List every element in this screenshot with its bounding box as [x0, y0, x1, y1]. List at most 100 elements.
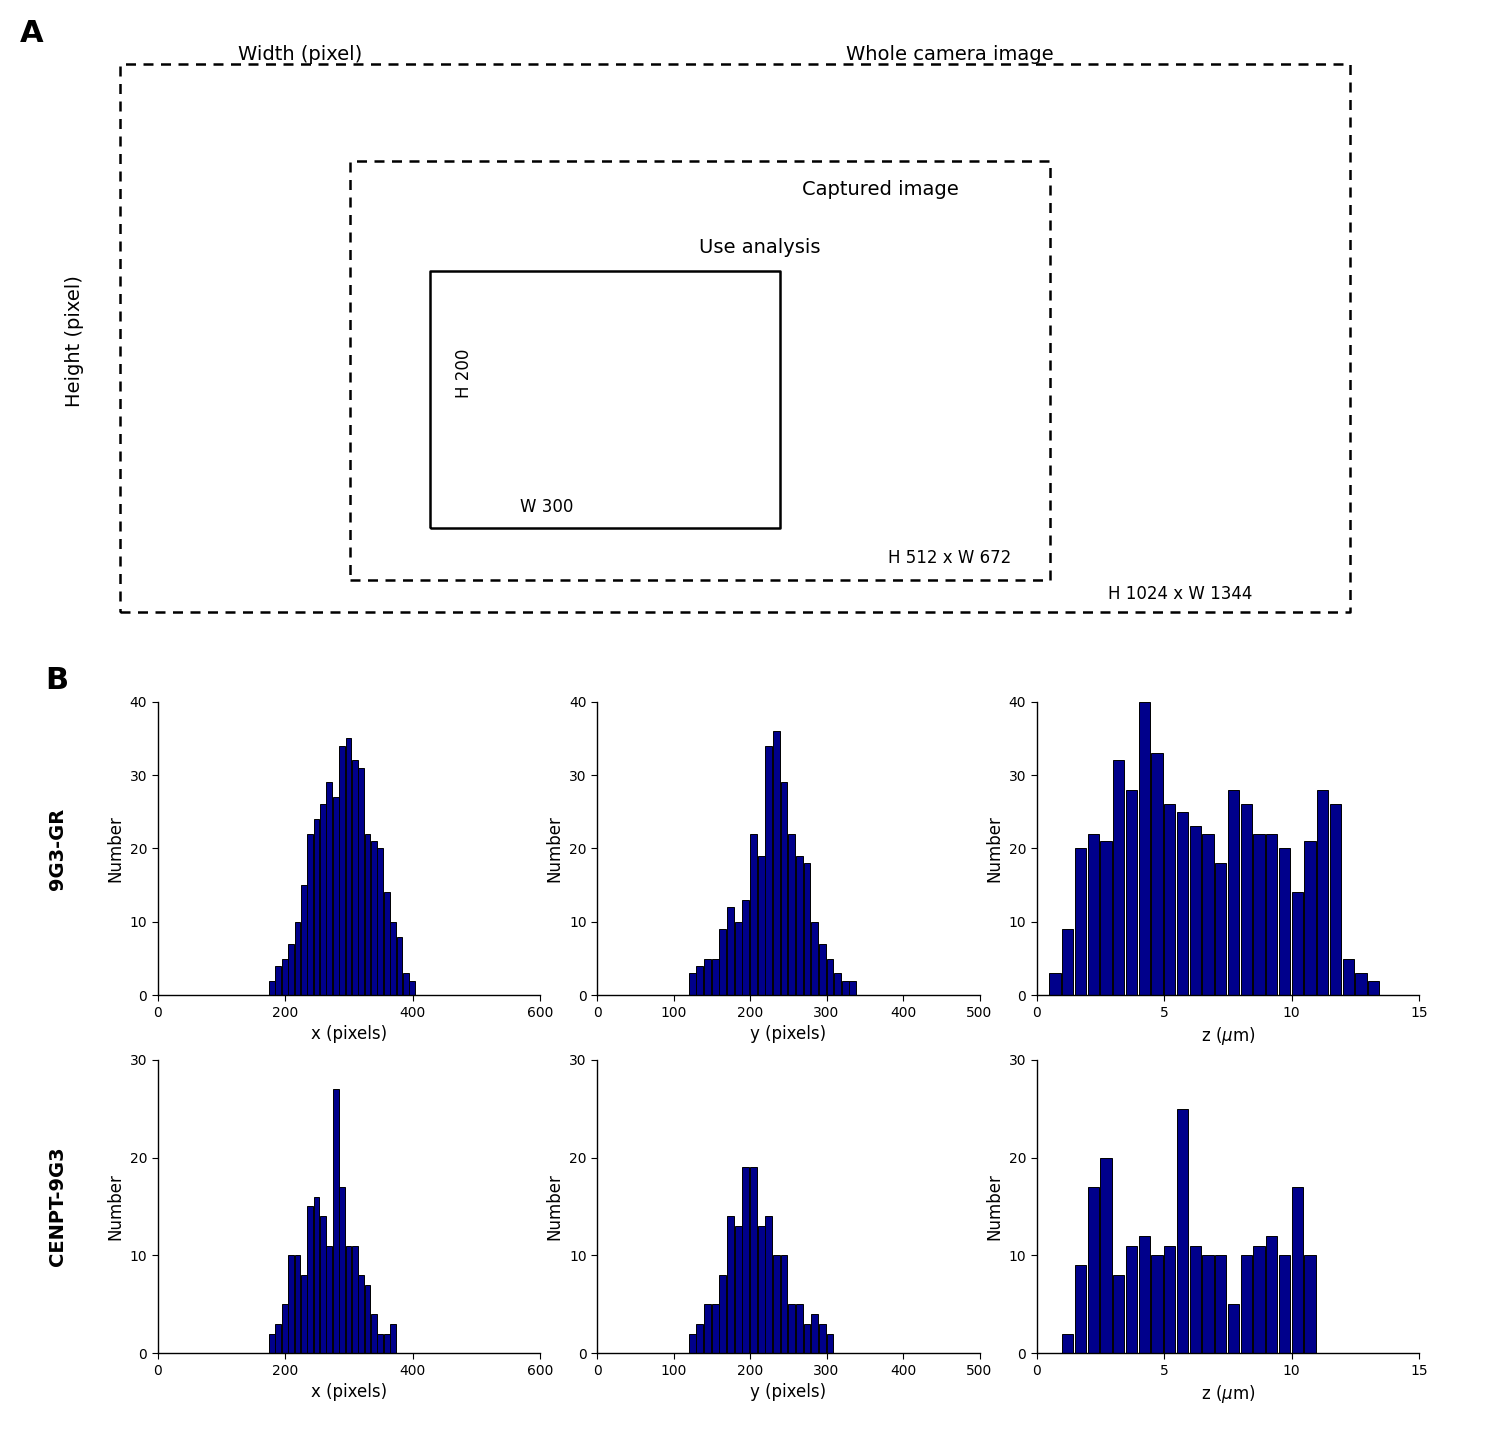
Bar	[1074, 1266, 1086, 1353]
Bar	[1152, 1256, 1162, 1353]
Bar	[1164, 1246, 1176, 1353]
Bar	[780, 782, 788, 995]
Bar	[1292, 1187, 1304, 1353]
Bar	[1356, 974, 1366, 995]
Bar	[308, 833, 314, 995]
Bar	[1074, 848, 1086, 995]
Text: Height (pixel): Height (pixel)	[66, 275, 84, 408]
Bar	[390, 922, 396, 995]
Bar	[819, 1323, 825, 1353]
Bar	[1100, 841, 1112, 995]
Bar	[1164, 805, 1176, 995]
Bar	[711, 1305, 718, 1353]
Y-axis label: Number: Number	[986, 1173, 1004, 1240]
Bar	[1125, 789, 1137, 995]
Bar	[302, 885, 306, 995]
Bar	[1152, 753, 1162, 995]
Bar	[1266, 1236, 1278, 1353]
Bar	[696, 1323, 703, 1353]
Bar	[789, 1305, 795, 1353]
Y-axis label: Number: Number	[546, 1173, 564, 1240]
X-axis label: y (pixels): y (pixels)	[750, 1025, 827, 1044]
Bar	[327, 1246, 332, 1353]
Bar	[396, 937, 402, 995]
X-axis label: x (pixels): x (pixels)	[310, 1025, 387, 1044]
Bar	[758, 1226, 765, 1353]
Bar	[364, 833, 370, 995]
Bar	[339, 1187, 345, 1353]
Bar	[320, 1216, 326, 1353]
Bar	[735, 922, 741, 995]
Bar	[720, 1274, 726, 1353]
Bar	[364, 1285, 370, 1353]
Bar	[288, 944, 294, 995]
Bar	[1203, 833, 1214, 995]
Bar	[1138, 702, 1150, 995]
Bar	[1190, 1246, 1202, 1353]
Bar	[294, 922, 300, 995]
Bar	[320, 805, 326, 995]
Bar	[345, 1246, 351, 1353]
Text: H 512 x W 672: H 512 x W 672	[888, 548, 1011, 567]
Bar	[1342, 958, 1354, 995]
Bar	[758, 856, 765, 995]
Bar	[688, 1333, 696, 1353]
Bar	[772, 730, 780, 995]
Bar	[720, 929, 726, 995]
Bar	[352, 760, 357, 995]
Bar	[1227, 789, 1239, 995]
Bar	[750, 1167, 758, 1353]
Bar	[1125, 1246, 1137, 1353]
Bar	[796, 1305, 802, 1353]
Bar	[1062, 1333, 1074, 1353]
Bar	[1215, 863, 1227, 995]
Bar	[1292, 892, 1304, 995]
Bar	[704, 1305, 711, 1353]
Bar	[404, 974, 408, 995]
Bar	[288, 1256, 294, 1353]
Bar	[1240, 805, 1252, 995]
Text: H 200: H 200	[454, 349, 472, 398]
Bar	[390, 1323, 396, 1353]
Bar	[804, 863, 810, 995]
Bar	[327, 782, 332, 995]
Bar	[370, 1315, 376, 1353]
Text: Width (pixel): Width (pixel)	[238, 44, 362, 64]
Bar	[1215, 1256, 1227, 1353]
Text: Use analysis: Use analysis	[699, 238, 820, 258]
Bar	[268, 1333, 274, 1353]
Bar	[339, 746, 345, 995]
Bar	[378, 1333, 382, 1353]
Bar	[1088, 1187, 1100, 1353]
Bar	[345, 739, 351, 995]
Bar	[384, 1333, 390, 1353]
Y-axis label: Number: Number	[546, 815, 564, 882]
Bar	[1113, 1274, 1125, 1353]
Bar	[1176, 812, 1188, 995]
Text: Captured image: Captured image	[801, 180, 958, 199]
Bar	[276, 1323, 280, 1353]
Text: A: A	[20, 19, 44, 49]
Bar	[1062, 929, 1074, 995]
X-axis label: z ($\mu$m): z ($\mu$m)	[1200, 1025, 1256, 1047]
Bar	[1176, 1108, 1188, 1353]
Bar	[688, 974, 696, 995]
Bar	[358, 768, 364, 995]
Bar	[819, 944, 825, 995]
Bar	[728, 1216, 734, 1353]
Bar	[1227, 1305, 1239, 1353]
Bar	[378, 848, 382, 995]
Bar	[812, 922, 818, 995]
Bar	[1317, 789, 1329, 995]
Bar	[410, 981, 416, 995]
Bar	[294, 1256, 300, 1353]
Bar	[789, 833, 795, 995]
Bar	[780, 1256, 788, 1353]
X-axis label: x (pixels): x (pixels)	[310, 1383, 387, 1402]
Bar	[1190, 826, 1202, 995]
Bar	[742, 899, 748, 995]
Bar	[765, 746, 772, 995]
Bar	[302, 1274, 306, 1353]
X-axis label: y (pixels): y (pixels)	[750, 1383, 827, 1402]
Bar	[827, 1333, 834, 1353]
